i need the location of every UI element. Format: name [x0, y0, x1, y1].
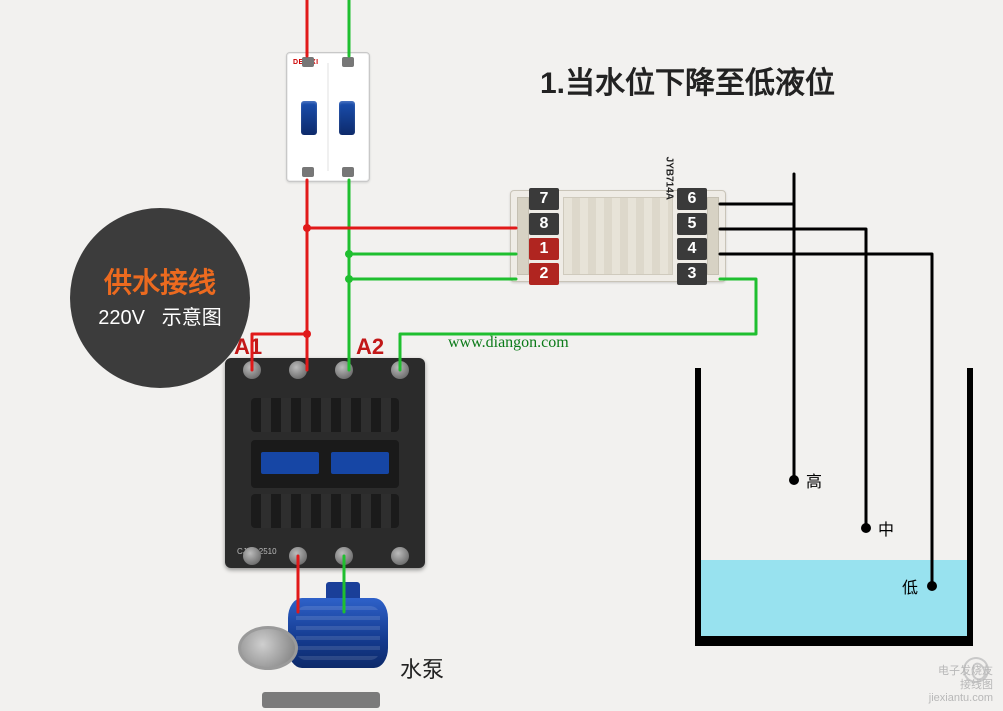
watermark-line1: 电子发烧友: [929, 665, 993, 678]
contactor-grip-bottom: [251, 494, 399, 528]
source-url: www.diangon.com: [448, 334, 569, 352]
contactor-screw: [391, 547, 409, 565]
diagram-stage: 1.当水位下降至低液位 供水接线 220V 示意图 DELIXI 7 8 1 2…: [0, 0, 1003, 711]
level-relay: 7 8 1 2 JYB714A 6 5 4 3: [510, 190, 726, 282]
pump-fins: [296, 606, 380, 660]
contactor-blue-left: [261, 452, 319, 474]
label-a2: A2: [356, 334, 384, 360]
relay-term-2: 2: [529, 263, 559, 285]
pump-base: [262, 692, 380, 708]
relay-term-3: 3: [677, 263, 707, 285]
badge-line1: 供水接线: [104, 265, 216, 300]
relay-side-right: [707, 197, 719, 275]
contactor-screw: [391, 361, 409, 379]
badge-line2: 220V 示意图: [98, 306, 221, 331]
contactor-screw: [243, 547, 261, 565]
badge-circle: 供水接线 220V 示意图: [70, 208, 250, 388]
relay-left-col: 7 8 1 2: [529, 188, 559, 285]
relay-term-7: 7: [529, 188, 559, 210]
watermark-text: 电子发烧友 接线图 jiexiantu.com: [929, 665, 993, 705]
badge-subtitle: 示意图: [162, 307, 222, 329]
breaker-term-b1: [302, 167, 314, 177]
relay-side-left: [517, 197, 529, 275]
breaker-term-t2: [342, 57, 354, 67]
contactor-screw: [335, 547, 353, 565]
relay-body: JYB714A: [563, 197, 673, 275]
contactor-grip-top: [251, 398, 399, 432]
breaker-toggle-left: [301, 101, 317, 135]
pump-flange: [238, 626, 298, 670]
watermark-line2: 接线图: [929, 679, 993, 692]
level-label: 高: [806, 468, 822, 492]
level-label: 中: [878, 516, 894, 540]
contactor-screw: [335, 361, 353, 379]
contactor-screw: [289, 547, 307, 565]
contactor-blue-right: [331, 452, 389, 474]
pump-label: 水泵: [400, 652, 444, 684]
relay-term-8: 8: [529, 213, 559, 235]
breaker-term-t1: [302, 57, 314, 67]
watermark-line3: jiexiantu.com: [929, 692, 993, 705]
relay-term-6: 6: [677, 188, 707, 210]
relay-term-4: 4: [677, 238, 707, 260]
relay-term-1: 1: [529, 238, 559, 260]
contactor-screw: [243, 361, 261, 379]
breaker-toggle-right: [339, 101, 355, 135]
diagram-title: 1.当水位下降至低液位: [540, 58, 835, 102]
circuit-breaker: DELIXI: [286, 52, 370, 182]
badge-voltage: 220V: [98, 307, 145, 329]
relay-right-col: 6 5 4 3: [677, 188, 707, 285]
relay-term-5: 5: [677, 213, 707, 235]
tank-water: [701, 560, 967, 636]
contactor-screw: [289, 361, 307, 379]
relay-model: JYB714A: [663, 157, 674, 200]
label-a1: A1: [234, 334, 262, 360]
water-pump: [238, 598, 388, 708]
water-tank: [695, 368, 973, 646]
level-label: 低: [902, 574, 918, 598]
ac-contactor: CJX2 2510: [225, 358, 425, 568]
breaker-term-b2: [342, 167, 354, 177]
